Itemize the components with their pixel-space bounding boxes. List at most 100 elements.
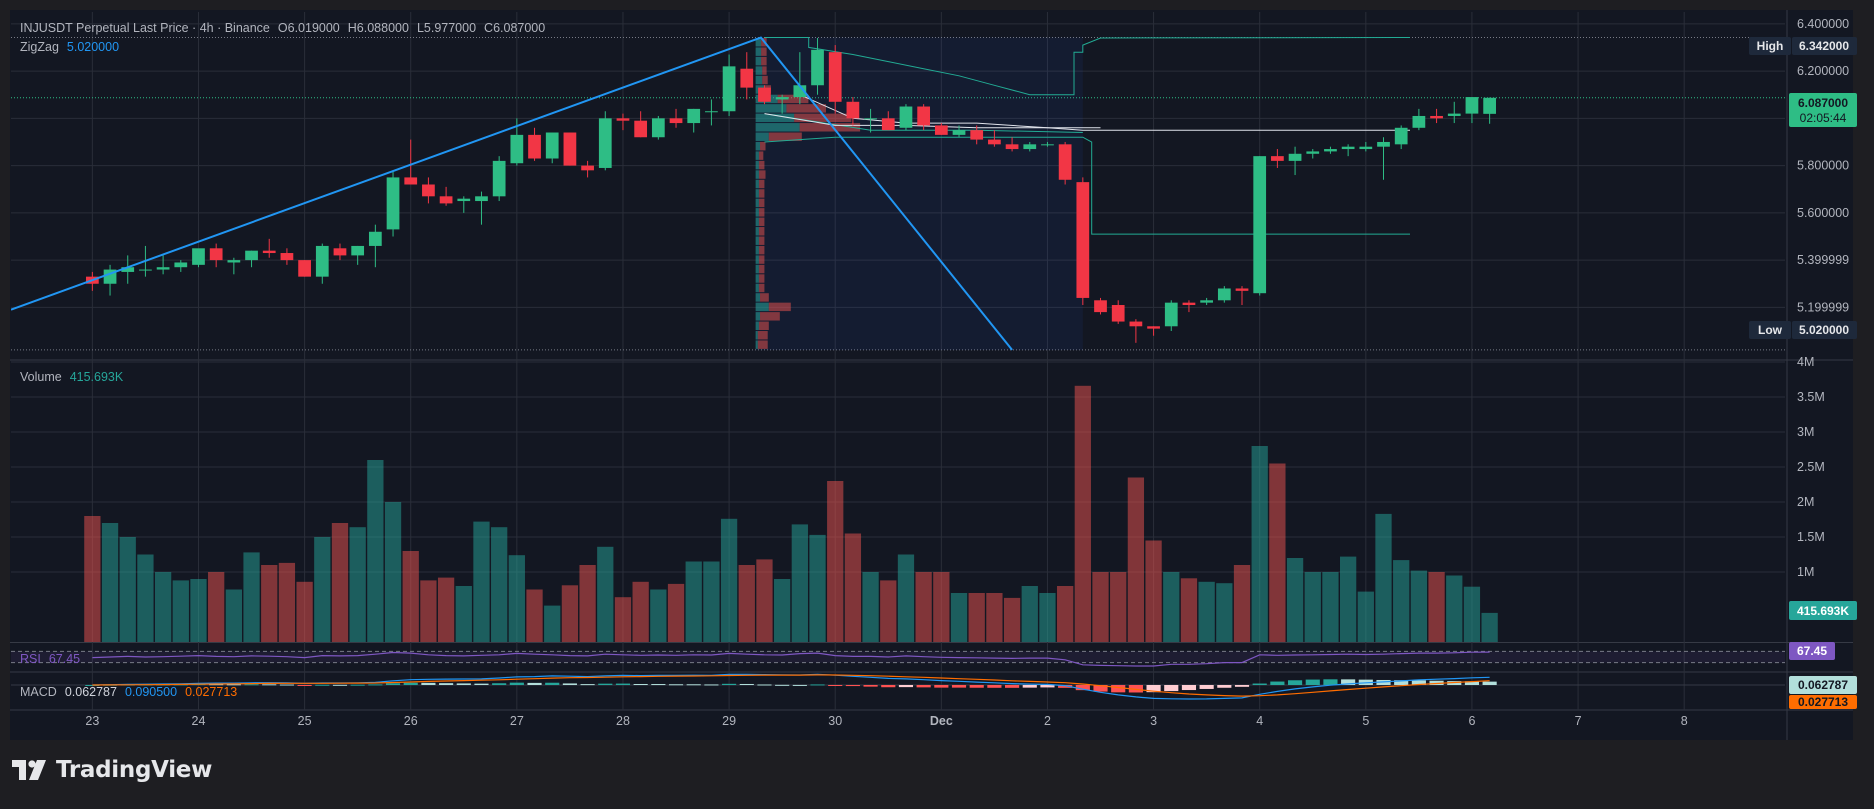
volume-bar — [1375, 513, 1392, 642]
volume-bar — [84, 516, 101, 642]
macd-histogram-bar — [562, 683, 577, 685]
macd-histogram-bar — [1058, 685, 1073, 688]
tradingview-logo-icon — [12, 760, 46, 780]
volume-bar — [968, 593, 985, 642]
volume-bar — [384, 502, 402, 642]
macd-pane — [11, 673, 1785, 700]
candle-body — [528, 134, 541, 159]
volume-bar — [437, 577, 455, 642]
volume-profile-bar-down — [758, 170, 766, 179]
svg-text:Low: Low — [1758, 323, 1783, 337]
volume-bar — [1233, 565, 1251, 642]
volume-profile-bar-up — [755, 160, 759, 170]
volume-bar — [101, 523, 119, 642]
candle-body — [899, 106, 913, 128]
volume-profile-bar-down — [758, 179, 765, 189]
volume-bar — [597, 546, 614, 642]
volume-bar — [331, 523, 349, 642]
macd-histogram-bar — [1040, 685, 1055, 688]
volume-bar — [1092, 572, 1109, 642]
volume-profile-bar-down — [758, 151, 764, 160]
legend-macd: MACD 0.062787 0.090500 0.027713 — [20, 685, 237, 699]
volume-bar — [349, 527, 366, 642]
candle-body — [368, 231, 382, 246]
volume-bar — [402, 551, 419, 642]
candle-body — [1217, 288, 1231, 301]
price-axis-tick-label: 5.600000 — [1797, 206, 1849, 220]
x-axis-tick-label: 24 — [192, 714, 206, 728]
candle-body — [634, 120, 648, 138]
step-line-upper — [764, 37, 1411, 96]
volume-bar — [791, 524, 808, 642]
volume-profile-bar-up — [755, 123, 800, 132]
x-axis-tick-label: 5 — [1362, 714, 1369, 728]
macd-histogram-bar — [651, 684, 666, 686]
high-badge: High 6.342000 — [1749, 37, 1857, 55]
volume-profile-bar-up — [755, 274, 759, 283]
candle-body — [1465, 97, 1479, 114]
macd-histogram-bar — [350, 684, 365, 686]
volume-axis-tick-label: 1M — [1797, 565, 1814, 579]
volume-bar — [703, 561, 720, 642]
macd-histogram-bar — [1323, 679, 1338, 685]
volume-profile-bar-up — [755, 255, 759, 264]
zigzag-line — [11, 36, 1013, 351]
volume-bar — [1074, 385, 1091, 642]
macd-histogram-bar — [421, 682, 436, 685]
x-axis-tick-label: 28 — [616, 714, 630, 728]
volume-profile-bar-down — [758, 321, 769, 331]
macd-histogram-bar — [792, 684, 807, 686]
macd-last-badge: 0.062787 — [1789, 676, 1857, 694]
macd-histogram-bar — [951, 685, 967, 688]
volume-bar — [225, 589, 242, 642]
volume-profile-bar-down — [758, 283, 765, 293]
candle-body — [492, 160, 506, 197]
volume-axis-tick-label: 1.5M — [1797, 530, 1825, 544]
candle-body — [1058, 144, 1072, 180]
volume-profile-bar-up — [755, 208, 759, 217]
candle-body — [1394, 127, 1408, 145]
volume-profile-bar-up — [755, 75, 763, 85]
volume-profile-bar-down — [799, 123, 861, 132]
macd-histogram-bar — [615, 683, 631, 685]
candle-body — [121, 267, 135, 272]
candle-body — [811, 49, 824, 86]
tradingview-logo[interactable]: TradingView — [12, 757, 212, 783]
candle-body — [174, 262, 188, 268]
macd-histogram-bar — [1341, 679, 1356, 685]
macd-histogram-bar — [262, 684, 277, 686]
volume-profile-bar-down — [757, 331, 768, 340]
volume-bar — [1180, 578, 1198, 642]
legend-zigzag: ZigZag 5.020000 — [20, 40, 119, 54]
volume-profile-bar-down — [758, 245, 765, 255]
candle-body — [581, 165, 594, 171]
candles — [85, 37, 1496, 343]
volume-profile-bar-down — [794, 113, 852, 123]
x-axis-tick-label: 7 — [1575, 714, 1582, 728]
macd-histogram-bar — [1005, 685, 1020, 688]
volume-profile-bar-down — [760, 141, 766, 151]
candle-body — [1341, 146, 1355, 150]
volume-profile-bar-up — [755, 104, 787, 113]
macd-histogram-bar — [474, 683, 489, 685]
candle-body — [687, 108, 701, 124]
volume-bar — [738, 565, 755, 642]
svg-text:5.020000: 5.020000 — [1799, 323, 1849, 337]
macd-histogram-bar — [1287, 680, 1303, 685]
candle-body — [881, 118, 895, 131]
svg-text:0.062787: 0.062787 — [1798, 678, 1848, 692]
volume-profile-bar-down — [758, 160, 765, 170]
volume-bar — [1003, 597, 1021, 642]
svg-text:415.693K: 415.693K — [1797, 604, 1849, 618]
macd-histogram-bar — [85, 685, 100, 686]
candle-body — [864, 118, 877, 120]
candle-body — [651, 118, 665, 138]
candle-body — [740, 68, 754, 88]
volume-profile-bar-up — [755, 321, 759, 331]
candle-body — [1430, 115, 1443, 119]
macd-histogram-bar — [1111, 685, 1126, 693]
x-axis-tick-label: 30 — [828, 714, 842, 728]
macd-histogram-bar — [315, 684, 330, 686]
volume-last-badge: 415.693K — [1789, 601, 1857, 620]
